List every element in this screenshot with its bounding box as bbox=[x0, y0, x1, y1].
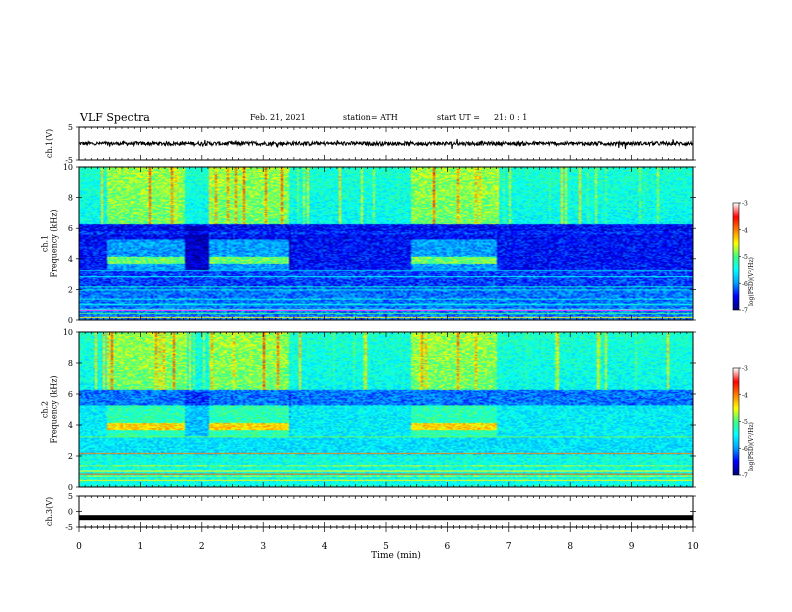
y-tick-label: 5 bbox=[68, 123, 73, 132]
y-tick-label: 8 bbox=[68, 359, 73, 368]
station-label: station= ATH bbox=[343, 113, 398, 122]
x-axis-label: Time (min) bbox=[371, 550, 421, 561]
colorbar-tick-label: -6 bbox=[742, 281, 748, 288]
y-tick-label: 6 bbox=[68, 390, 73, 399]
colorbar-tick-label: -3 bbox=[742, 366, 748, 373]
x-tick-label: 7 bbox=[506, 542, 512, 552]
y-tick-label: -5 bbox=[65, 156, 73, 165]
x-tick-label: 0 bbox=[76, 542, 82, 552]
x-tick-label: 6 bbox=[445, 542, 451, 552]
ch2-spectrogram-image bbox=[79, 332, 693, 487]
y-tick-label: 8 bbox=[68, 194, 73, 203]
y-axis-label: ch.2 bbox=[41, 401, 50, 418]
y-axis-label: ch.1 bbox=[41, 235, 50, 252]
start-ut-value: 21: 0 : 1 bbox=[494, 113, 528, 122]
axis-labels: -3-4-5-6-7log(PSD)(V²/Hz)-3-4-5-6-7log(P… bbox=[41, 123, 756, 561]
ch1-spectrogram-image bbox=[79, 167, 693, 320]
plot-title: VLF Spectra bbox=[80, 111, 150, 124]
colorbar-tick-label: -3 bbox=[742, 201, 748, 208]
start-ut-label: start UT = bbox=[437, 113, 480, 122]
x-tick-label: 1 bbox=[138, 542, 144, 552]
y-tick-label: 0 bbox=[68, 316, 73, 325]
date-label: Feb. 21, 2021 bbox=[250, 113, 306, 122]
spectrogram-images bbox=[79, 167, 739, 487]
y-tick-label: 0 bbox=[68, 508, 73, 517]
colorbar-tick-label: -7 bbox=[742, 308, 748, 315]
colorbar-tick-label: -4 bbox=[742, 227, 748, 234]
waveform-lines bbox=[78, 138, 694, 521]
y-tick-label: 10 bbox=[63, 328, 73, 337]
axes bbox=[76, 126, 741, 532]
colorbar-label: log(PSD)(V²/Hz) bbox=[748, 257, 755, 306]
y-tick-label: 4 bbox=[68, 255, 73, 264]
y-tick-label: 2 bbox=[68, 285, 73, 294]
x-tick-label: 4 bbox=[322, 542, 328, 552]
y-axis-label: Frequency (kHz) bbox=[50, 375, 59, 443]
colorbar-tick-label: -5 bbox=[742, 254, 748, 261]
colorbar-label: log(PSD)(V²/Hz) bbox=[748, 422, 755, 471]
x-tick-label: 5 bbox=[383, 542, 389, 552]
y-tick-label: 0 bbox=[68, 483, 73, 492]
ch1-colorbar bbox=[733, 203, 739, 310]
y-axis-label: ch.3(V) bbox=[45, 497, 54, 526]
x-tick-label: 2 bbox=[199, 542, 205, 552]
y-tick-label: 10 bbox=[63, 163, 73, 172]
y-tick-label: 4 bbox=[68, 421, 73, 430]
x-tick-label: 9 bbox=[629, 542, 635, 552]
y-tick-label: 2 bbox=[68, 452, 73, 461]
colorbar-tick-label: -7 bbox=[742, 473, 748, 480]
x-tick-label: 3 bbox=[260, 542, 266, 552]
x-tick-label: 8 bbox=[567, 542, 573, 552]
y-tick-label: 5 bbox=[68, 492, 73, 501]
colorbar-tick-label: -6 bbox=[742, 446, 748, 453]
colorbar-tick-label: -5 bbox=[742, 419, 748, 426]
y-axis-label: ch.1(V) bbox=[45, 129, 54, 158]
colorbar-tick-label: -4 bbox=[742, 392, 748, 399]
ch3-waveform-line bbox=[79, 515, 693, 521]
y-tick-label: 6 bbox=[68, 224, 73, 233]
y-axis-label: Frequency (kHz) bbox=[50, 209, 59, 277]
y-tick-label: -5 bbox=[65, 523, 73, 532]
ch2-colorbar bbox=[733, 368, 739, 475]
ch1-waveform-line bbox=[78, 138, 694, 150]
x-tick-label: 10 bbox=[687, 542, 699, 552]
